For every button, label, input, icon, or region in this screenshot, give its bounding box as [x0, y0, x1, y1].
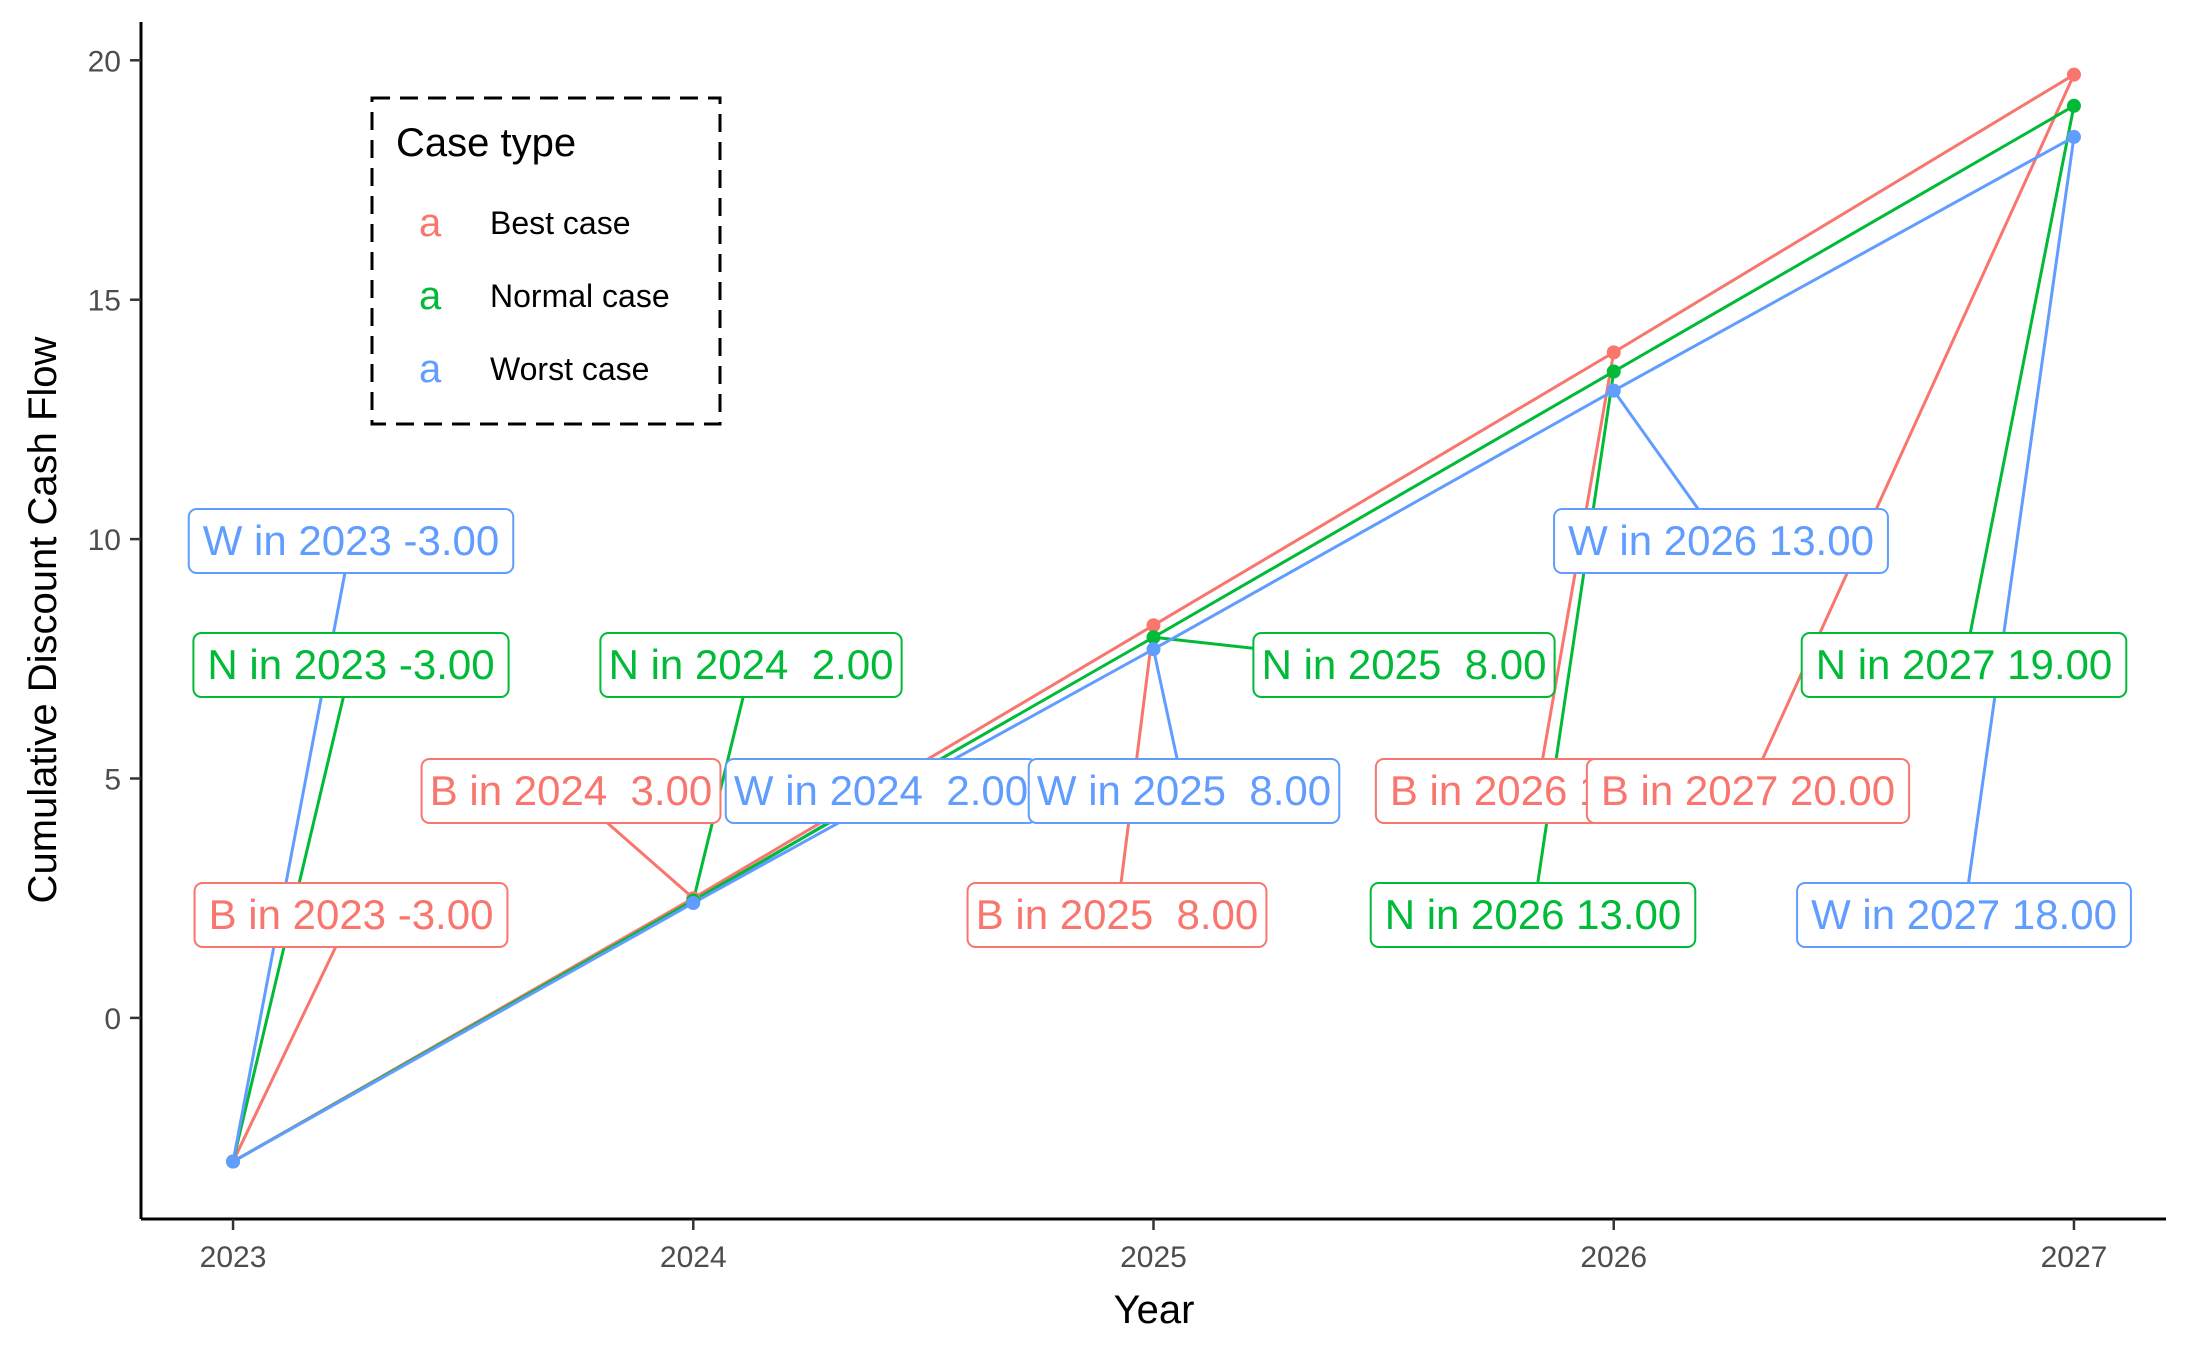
- data-label-text: W in 2026 13.00: [1568, 517, 1874, 564]
- y-tick-label: 5: [104, 764, 121, 797]
- label-connector: [1531, 371, 1616, 916]
- data-label-box: [1252, 632, 1556, 698]
- legend-key-glyph: a: [419, 201, 442, 245]
- x-tick-label: 2027: [2041, 1241, 2108, 1274]
- data-label: W in 2023 -3.00: [187, 508, 515, 574]
- data-label: N in 2025 8.00: [1252, 632, 1556, 698]
- series-points: [226, 67, 2081, 1169]
- data-label-text: N in 2027 19.00: [1816, 641, 2113, 688]
- data-label-box: [1369, 882, 1697, 948]
- data-label: W in 2025 8.00: [1027, 758, 1341, 824]
- x-axis-title: Year: [1114, 1288, 1195, 1332]
- legend-key-glyph: a: [419, 274, 442, 318]
- y-tick-label: 15: [88, 285, 121, 318]
- data-label-box: [1800, 632, 2128, 698]
- data-label-text: N in 2023 -3.00: [207, 641, 494, 688]
- y-tick-label: 20: [88, 45, 121, 78]
- data-label-box: [1796, 882, 2132, 948]
- x-tick-label: 2025: [1120, 1241, 1187, 1274]
- data-label-box: [1027, 758, 1341, 824]
- x-tick-label: 2026: [1580, 1241, 1647, 1274]
- legend-label: Best case: [490, 205, 631, 241]
- data-label-box: [193, 882, 509, 948]
- data-label-text: W in 2023 -3.00: [203, 517, 500, 564]
- data-label-text: N in 2026 13.00: [1385, 891, 1682, 938]
- data-label: N in 2026 13.00: [1369, 882, 1697, 948]
- x-tick-label: 2023: [200, 1241, 267, 1274]
- axes: 2023 2024 2025 2026 2027 0 5 10 15 20: [88, 22, 2166, 1274]
- y-tick-label: 10: [88, 524, 121, 557]
- data-point: [2066, 67, 2081, 82]
- data-point: [2066, 129, 2081, 144]
- legend: Case type a Best case a Normal case a Worst c…: [370, 96, 722, 426]
- data-label-text: N in 2024 2.00: [609, 641, 894, 688]
- data-label-text: W in 2024 2.00: [734, 767, 1028, 814]
- legend-key-glyph: a: [419, 347, 442, 391]
- data-label: B in 2027 20.00: [1585, 758, 1911, 824]
- legend-label: Worst case: [490, 351, 649, 387]
- data-label-text: N in 2025 8.00: [1262, 641, 1547, 688]
- data-label-text: B in 2027 20.00: [1601, 767, 1895, 814]
- data-label-box: [599, 632, 903, 698]
- data-label-box: [1585, 758, 1911, 824]
- label-connector: [1962, 105, 2076, 666]
- y-axis-title: Cumulative Discount Cash Flow: [21, 336, 65, 903]
- data-label: N in 2023 -3.00: [192, 632, 510, 698]
- label-connector: [1962, 136, 2076, 916]
- legend-title: Case type: [396, 121, 576, 165]
- data-label-box: [187, 508, 515, 574]
- data-label-box: [966, 882, 1268, 948]
- data-label: B in 2024 3.00: [420, 758, 722, 824]
- data-point: [686, 895, 701, 910]
- data-point: [226, 1154, 241, 1169]
- data-label-text: W in 2025 8.00: [1037, 767, 1331, 814]
- label-connector: [231, 914, 353, 1163]
- label-connector: [691, 664, 753, 901]
- data-label: N in 2024 2.00: [599, 632, 903, 698]
- data-label: B in 2023 -3.00: [193, 882, 509, 948]
- data-point: [1146, 618, 1161, 633]
- data-label: W in 2026 13.00: [1553, 508, 1889, 574]
- data-label: B in 2025 8.00: [966, 882, 1268, 948]
- data-label-text: W in 2027 18.00: [1811, 891, 2117, 938]
- data-label-box: [420, 758, 722, 824]
- data-label: W in 2027 18.00: [1796, 882, 2132, 948]
- data-label-text: B in 2025 8.00: [976, 891, 1259, 938]
- legend-label: Normal case: [490, 278, 670, 314]
- data-label-box: [1553, 508, 1889, 574]
- data-labels: B in 2023 -3.00 B in 2024 3.00 B in 2025 8…: [187, 508, 2132, 948]
- y-tick-label: 0: [104, 1003, 121, 1036]
- data-label-text: B in 2024 3.00: [430, 767, 713, 814]
- data-label-text: B in 2023 -3.00: [209, 891, 494, 938]
- data-point: [1146, 630, 1161, 645]
- data-label: N in 2027 19.00: [1800, 632, 2128, 698]
- data-point: [1606, 345, 1621, 360]
- data-point: [1606, 364, 1621, 379]
- data-label-box: [192, 632, 510, 698]
- data-point: [2066, 98, 2081, 113]
- x-tick-label: 2024: [660, 1241, 727, 1274]
- data-point: [1146, 642, 1161, 657]
- data-label: W in 2024 2.00: [724, 758, 1038, 824]
- data-point: [1606, 383, 1621, 398]
- legend-box: [370, 96, 722, 426]
